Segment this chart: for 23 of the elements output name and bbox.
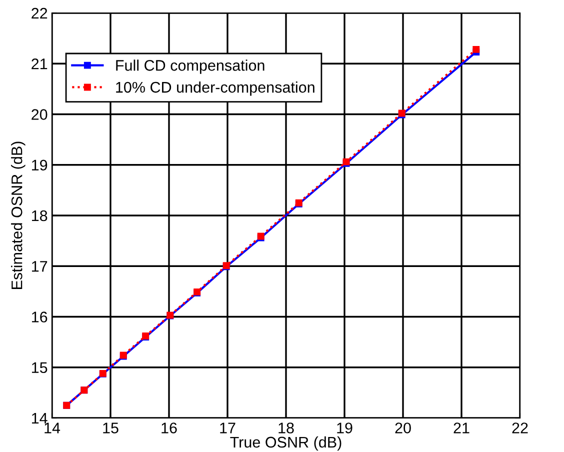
legend-label: Full CD compensation <box>116 60 264 74</box>
y-axis-title: Estimated OSNR (dB) <box>11 142 26 289</box>
y-tick-label: 16 <box>32 312 48 322</box>
x-tick-label: 17 <box>220 422 236 434</box>
y-tick-label: 14 <box>32 413 48 424</box>
x-tick-label: 20 <box>395 422 411 434</box>
point <box>472 46 480 53</box>
y-tick-label: 21 <box>32 58 48 70</box>
y-tick-label: 20 <box>32 109 48 120</box>
legend-label: 10% CD under-compensation <box>116 81 314 96</box>
y-tick-label: 22 <box>32 8 48 19</box>
y-tick-label: 19 <box>32 160 48 171</box>
y-tick-label: 18 <box>32 210 48 222</box>
x-tick-label: 14 <box>44 422 60 434</box>
x-tick-label: 18 <box>278 422 294 434</box>
x-axis-title: True OSNR (dB) <box>230 436 342 451</box>
y-tick-label: 15 <box>32 362 48 374</box>
x-tick-label: 19 <box>337 422 352 434</box>
y-tick-label: 17 <box>32 261 48 272</box>
x-tick-label: 21 <box>454 422 470 434</box>
x-tick-label: 15 <box>103 422 118 434</box>
x-tick-label: 16 <box>162 422 177 434</box>
x-tick-label: 22 <box>512 422 528 434</box>
